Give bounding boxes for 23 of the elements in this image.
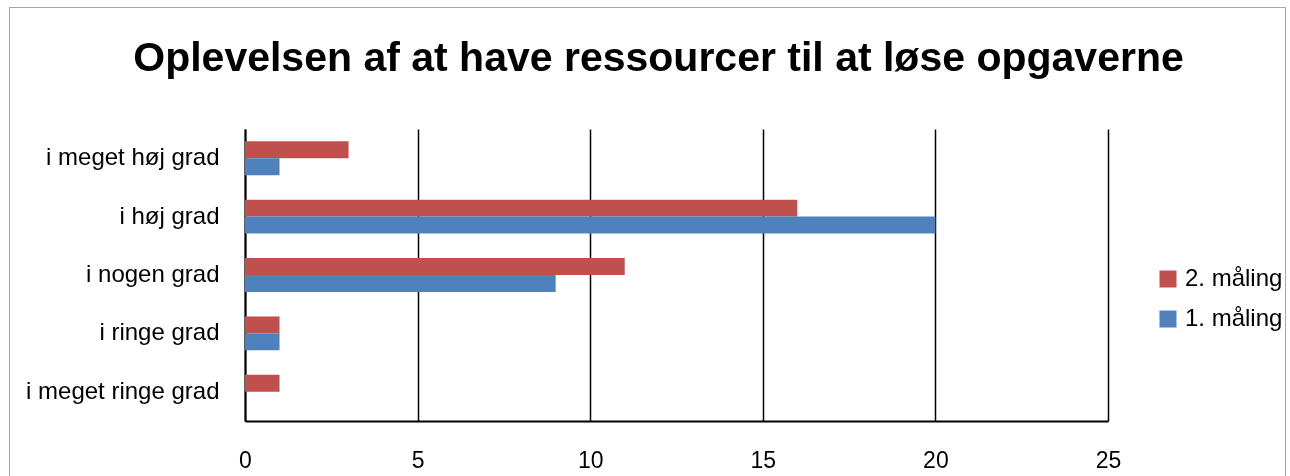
bar [245, 316, 280, 334]
legend-label: 2. måling [1185, 264, 1283, 291]
y-tick-label: i meget ringe grad [26, 376, 220, 404]
y-tick-label: i ringe grad [99, 318, 220, 346]
y-tick-label: i nogen grad [86, 260, 220, 287]
x-tick-label: 10 [577, 446, 604, 473]
bar [245, 333, 280, 351]
x-tick-label: 5 [411, 446, 425, 473]
bar [245, 158, 280, 176]
chart-title: Oplevelsen af at have ressourcer til at løse opgaverne [133, 34, 1184, 80]
y-tick-label: i meget høj grad [46, 143, 220, 171]
bar [245, 275, 556, 292]
bar [245, 374, 280, 392]
legend-label: 1. måling [1185, 304, 1283, 331]
bar [245, 141, 349, 159]
bar [245, 216, 936, 234]
bar [245, 199, 798, 217]
y-tick-label: i høj grad [119, 201, 220, 229]
bar [245, 258, 625, 275]
x-tick-label: 20 [923, 446, 949, 473]
x-tick-label: 0 [239, 446, 252, 473]
x-tick-label: 15 [750, 446, 777, 473]
x-tick-label: 25 [1095, 446, 1122, 473]
